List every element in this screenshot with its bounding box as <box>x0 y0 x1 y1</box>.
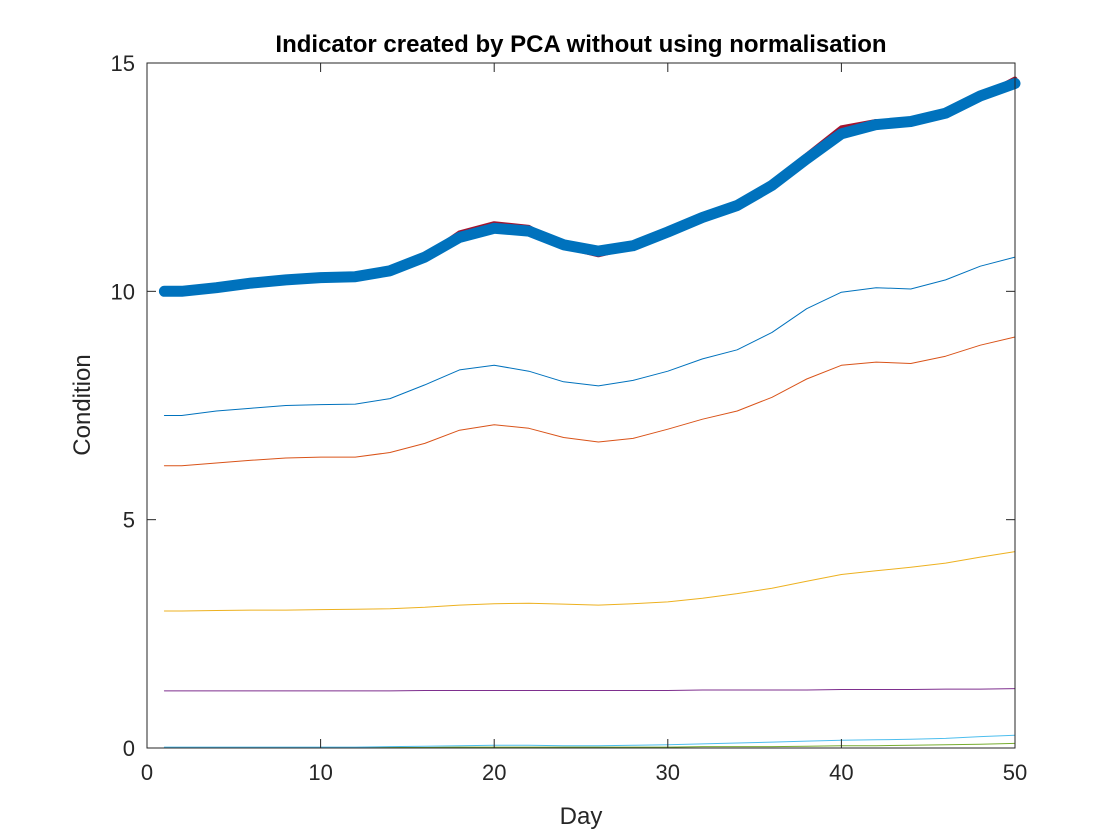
series-line-2 <box>163 336 1016 467</box>
x-tick-label-20: 20 <box>482 760 506 785</box>
chart-title: Indicator created by PCA without using n… <box>275 31 886 58</box>
series-layer <box>158 76 1021 748</box>
series-line-4 <box>163 688 1016 692</box>
x-tick-label-50: 50 <box>1003 760 1027 785</box>
series-line-8 <box>158 78 1021 297</box>
y-tick-label-15: 15 <box>111 51 135 76</box>
series-line-3 <box>163 551 1016 612</box>
x-axis-label: Day <box>560 803 603 830</box>
y-tick-label-0: 0 <box>123 736 135 761</box>
x-tick-label-0: 0 <box>141 760 153 785</box>
plot-frame <box>146 62 1016 749</box>
y-axis-label: Condition <box>69 354 96 455</box>
x-tick-label-30: 30 <box>656 760 680 785</box>
y-tick-label-10: 10 <box>111 279 135 304</box>
series-line-6 <box>163 734 1016 748</box>
y-tick-label-5: 5 <box>123 508 135 533</box>
tick-layer: 0 10 20 30 40 50 0 5 10 15 <box>111 51 1028 785</box>
x-tick-label-10: 10 <box>308 760 332 785</box>
series-line-1 <box>163 256 1016 416</box>
x-tick-label-40: 40 <box>829 760 853 785</box>
